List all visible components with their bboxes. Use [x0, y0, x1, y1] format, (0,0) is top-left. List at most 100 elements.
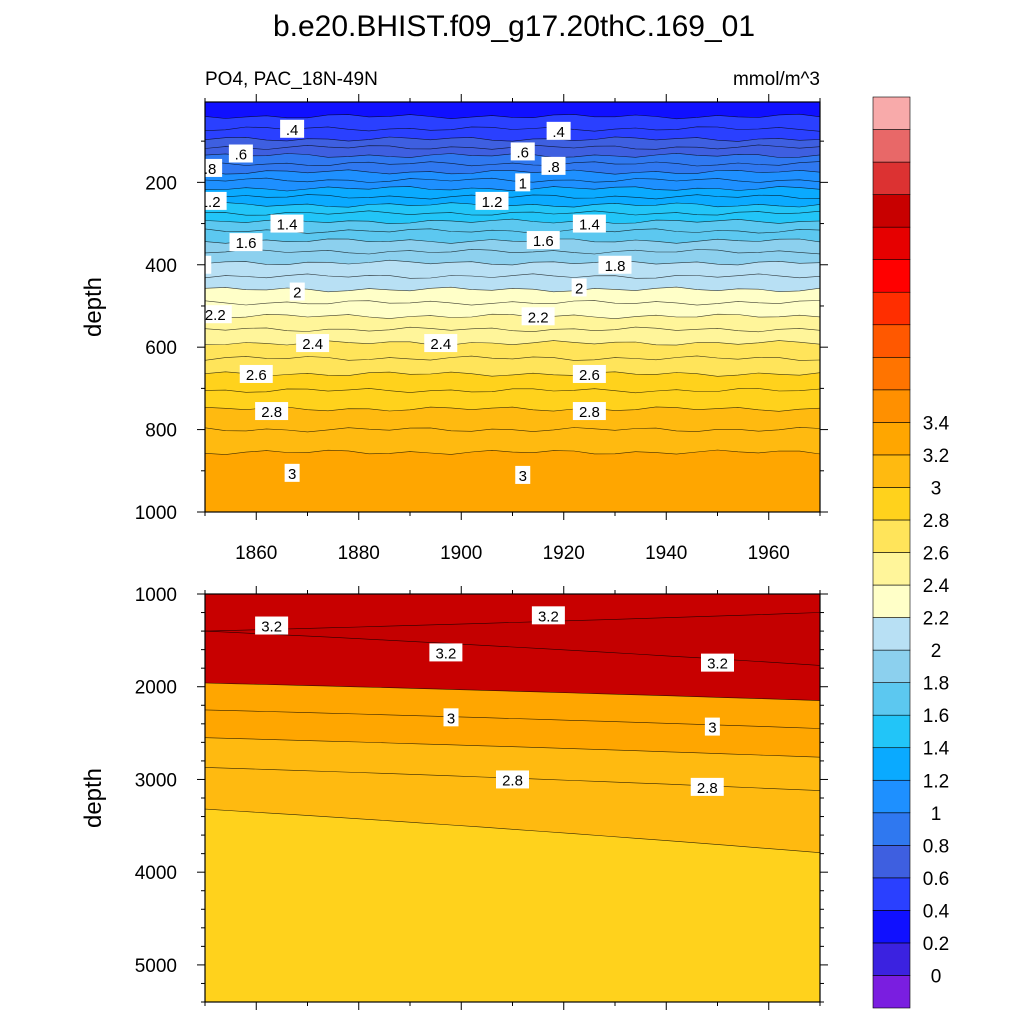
contour-label: 1.6: [533, 233, 554, 250]
colorbar-box: [872, 422, 911, 456]
contour-label-box: [443, 708, 459, 727]
contour-label-box: [255, 402, 289, 421]
contour-label: .8: [547, 159, 560, 176]
colorbar-label: 0: [931, 967, 942, 988]
contour-label-box: [515, 465, 531, 484]
lower-y-axis: 1000 2000 3000 4000 5000: [135, 585, 828, 1003]
contour-label: 1.4: [579, 217, 600, 234]
colorbar-box: [872, 96, 911, 130]
colorbar-label: 0.6: [923, 869, 949, 890]
y-tick-label: 2000: [135, 678, 177, 699]
colorbar-box: [872, 389, 911, 423]
contour-label-box: [526, 231, 560, 250]
contour-label: 2.4: [430, 336, 451, 353]
contour-line: [205, 682, 820, 701]
contour-label-box: [510, 142, 535, 161]
contour-line: [205, 126, 820, 132]
contour-label-box: [205, 255, 212, 274]
colorbar-box: [872, 291, 911, 326]
colorbar-box: [872, 714, 911, 749]
contour-line: [205, 371, 820, 377]
contour-line: [205, 388, 820, 394]
subtitle-left: PO4, PAC_18N-49N: [205, 69, 378, 90]
contour-line: [205, 169, 820, 175]
contour-label: 2.2: [205, 307, 226, 324]
contour-label-box: [704, 717, 720, 736]
colorbar-box: [872, 161, 911, 195]
contour-line: [205, 426, 820, 433]
colorbar-label: 2: [931, 641, 942, 662]
colorbar: 0 0.2 0.4 0.6 0.8 1 1.2 1.4 1.6 1.8 2 2.2 2.4 2.6 2.8 3…: [872, 96, 950, 1009]
contour-band: [205, 450, 820, 512]
colorbar-box: [872, 519, 911, 553]
colorbar-label: 0.8: [923, 836, 949, 857]
colorbar-box: [872, 975, 911, 1009]
colorbar-box: [872, 779, 911, 814]
contour-line: [205, 202, 820, 208]
colorbar-label: 1: [931, 804, 942, 825]
colorbar-box: [872, 226, 911, 260]
colorbar-label: 2.2: [923, 609, 949, 630]
colorbar-label: 0.4: [923, 901, 950, 922]
contour-label-box: [546, 121, 571, 140]
contour-band-max: [205, 612, 820, 666]
contour-label: .8: [204, 161, 217, 178]
colorbar-box: [872, 129, 911, 163]
contour-line: [205, 326, 820, 333]
contour-label: 2.6: [246, 367, 267, 384]
contour-line: [205, 238, 820, 244]
contour-line: [205, 177, 820, 183]
contour-label: .6: [235, 147, 248, 164]
x-tick-label: 1920: [543, 543, 585, 564]
subtitle-right: mmol/m^3: [733, 69, 820, 90]
contour-label-box: [289, 282, 305, 301]
contour-label: 2: [575, 280, 583, 297]
contour-label: 3.2: [707, 656, 728, 673]
contour-line: [205, 449, 820, 455]
contour-label-box: [228, 144, 253, 163]
contour-line: [205, 259, 820, 266]
y-tick-label: 200: [145, 173, 177, 194]
x-tick-label: 1900: [440, 543, 482, 564]
contour-label: 1.8: [184, 258, 205, 275]
contour-label: 1.8: [605, 258, 626, 275]
colorbar-label: 2.8: [923, 511, 949, 532]
contour-label: 3: [447, 710, 455, 727]
contour-label-box: [541, 156, 566, 175]
y-tick-label: 1000: [135, 503, 177, 524]
contour-line: [205, 186, 820, 192]
contour-label: 3: [519, 468, 527, 485]
contour-label: 2.8: [261, 404, 282, 421]
upper-panel: .4.4.6.6.8.81 11.2 1.21.4 1.41.6 1.61.8 1.82 2…: [80, 94, 828, 564]
contour-label: 3.2: [435, 645, 456, 662]
contour-line: [205, 286, 820, 293]
contour-label-box: [701, 653, 734, 672]
contour-label: 2.4: [302, 336, 323, 353]
contour-label-box: [496, 770, 529, 789]
y-tick-label: 4000: [135, 863, 177, 884]
contour-line: [205, 406, 820, 412]
contour-label-box: [284, 463, 300, 482]
colorbar-label: 2.4: [923, 576, 950, 597]
contour-label-box: [255, 616, 289, 635]
x-tick-label: 1940: [645, 543, 687, 564]
contour-label: 3.2: [261, 619, 282, 636]
contour-label-box: [572, 402, 606, 421]
contour-label: 3: [708, 720, 716, 737]
colorbar-box: [872, 682, 911, 716]
contour-label: 1: [519, 175, 527, 192]
contour-line: [205, 808, 820, 853]
contour-label-box: [572, 214, 606, 233]
colorbar-box: [872, 356, 911, 391]
colorbar-box: [872, 324, 911, 358]
colorbar-box: [872, 194, 911, 228]
contour-label: .4: [552, 124, 565, 141]
contour-line: [205, 737, 820, 758]
colorbar-box: [872, 812, 911, 846]
contour-line: [205, 218, 820, 225]
colorbar-box: [872, 877, 911, 911]
colorbar-label: 3: [931, 478, 942, 499]
contour-label: 2.8: [502, 772, 523, 789]
contour-label-box: [598, 255, 632, 274]
contour-label-box: [205, 305, 232, 324]
